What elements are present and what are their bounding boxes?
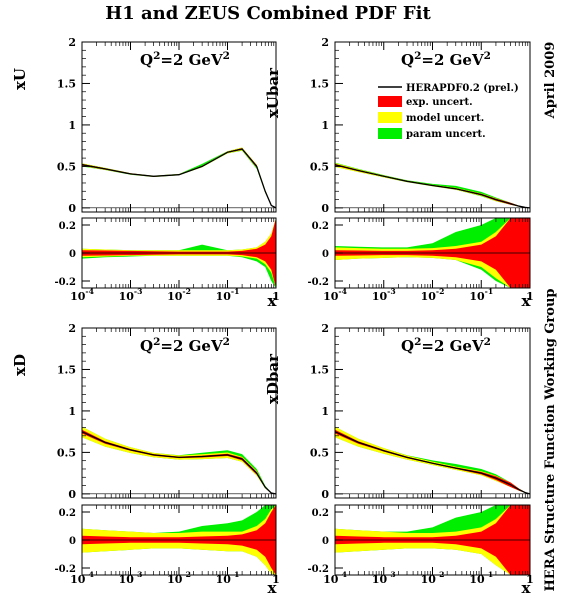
ratio-plot-area: [82, 505, 276, 575]
q2-annotation: Q2​=2 GeV2​: [401, 50, 491, 69]
ratio-plot-area: [335, 505, 530, 575]
panel-xD: 00.511.520.20-0.210-4​10-3​10-2​10-1​1xx…: [11, 322, 280, 597]
y-tick-label: 1: [68, 119, 76, 132]
x-tick-label: 10-1​: [216, 287, 240, 303]
y-tick-label: 1: [321, 405, 329, 418]
ratio-y-tick-label: 0.2: [59, 508, 76, 519]
legend-param-label: param uncert.: [406, 129, 486, 140]
ratio-y-tick-label: -0.2: [307, 564, 329, 575]
q2-annotation: Q2​=2 GeV2​: [140, 336, 230, 355]
y-tick-label: 0: [68, 202, 76, 215]
main-plot-area: [82, 147, 276, 209]
x-axis-label: x: [268, 579, 278, 597]
x-tick-label: 1: [526, 290, 534, 303]
legend-model-label: model uncert.: [406, 113, 484, 124]
side-group-label: HERA Structure Function Working Group: [543, 289, 558, 592]
y-tick-label: 2: [321, 36, 329, 49]
main-central-line: [82, 431, 276, 495]
x-tick-label: 10-3​: [372, 287, 396, 303]
y-tick-label: 1.5: [310, 363, 329, 376]
legend-param-swatch: [378, 128, 402, 139]
x-tick-label: 10-2​: [167, 287, 191, 303]
ratio-y-tick-label: 0: [322, 249, 329, 260]
x-axis-label: x: [522, 579, 532, 597]
x-tick-label: 10-3​: [119, 570, 143, 586]
x-tick-label: 1: [272, 290, 280, 303]
y-axis-label: xD: [11, 354, 29, 376]
legend-exp-label: exp. uncert.: [406, 97, 473, 108]
x-tick-label: 10-2​: [167, 570, 191, 586]
x-tick-label: 10-2​: [421, 570, 445, 586]
y-tick-label: 0.5: [310, 160, 329, 173]
ratio-y-tick-label: 0.2: [312, 508, 329, 519]
panel-xUbar: 00.511.520.20-0.210-4​10-3​10-2​10-1​1xx…: [264, 36, 534, 310]
ratio-y-tick-label: 0: [69, 536, 76, 547]
main-plot-area: [335, 426, 530, 495]
ratio-y-tick-label: 0.2: [59, 221, 76, 232]
x-axis-label: x: [522, 292, 532, 310]
x-tick-label: 10-4​: [70, 570, 95, 586]
y-tick-label: 0.5: [57, 446, 76, 459]
legend-central-label: HERAPDF0.2 (prel.): [406, 83, 519, 94]
ratio-y-tick-label: 0: [69, 249, 76, 260]
main-plot-area: [335, 162, 530, 209]
legend-model-swatch: [378, 112, 402, 123]
x-tick-label: 10-3​: [119, 287, 143, 303]
panels-layer: 00.511.520.20-0.210-4​10-3​10-2​10-1​1xx…: [11, 36, 534, 597]
main-model-band: [82, 426, 276, 494]
main-param-band: [82, 426, 276, 494]
main-param-band: [82, 147, 276, 208]
main-model-band: [335, 426, 530, 494]
y-tick-label: 2: [321, 322, 329, 335]
x-tick-label: 10-1​: [216, 570, 240, 586]
x-tick-label: 10-4​: [323, 570, 348, 586]
ratio-y-tick-label: 0.2: [312, 221, 329, 232]
y-tick-label: 1.5: [57, 363, 76, 376]
y-tick-label: 1.5: [310, 77, 329, 90]
x-tick-label: 10-1​: [469, 570, 493, 586]
x-tick-label: 10-4​: [323, 287, 348, 303]
ratio-y-tick-label: -0.2: [307, 277, 329, 288]
x-tick-label: 10-2​: [421, 287, 445, 303]
legend-exp-swatch: [378, 96, 402, 107]
x-axis-label: x: [268, 292, 278, 310]
ratio-y-tick-label: -0.2: [54, 277, 76, 288]
y-tick-label: 0: [321, 488, 329, 501]
figure-title: H1 and ZEUS Combined PDF Fit: [105, 3, 431, 24]
main-param-band: [335, 426, 530, 494]
x-tick-label: 10-4​: [70, 287, 95, 303]
y-tick-label: 1.5: [57, 77, 76, 90]
main-central-line: [335, 431, 530, 495]
y-tick-label: 0.5: [310, 446, 329, 459]
x-tick-label: 1: [526, 573, 534, 586]
x-tick-label: 1: [272, 573, 280, 586]
panel-xDbar: 00.511.520.20-0.210-4​10-3​10-2​10-1​1xx…: [264, 322, 534, 597]
main-plot-area: [82, 426, 276, 495]
y-tick-label: 1: [321, 119, 329, 132]
main-central-line: [82, 148, 276, 209]
ratio-plot-area: [335, 218, 530, 288]
y-tick-label: 0.5: [57, 160, 76, 173]
y-tick-label: 0: [68, 488, 76, 501]
legend: HERAPDF0.2 (prel.) exp. uncert. model un…: [378, 83, 519, 140]
x-tick-label: 10-3​: [372, 570, 396, 586]
side-date-label: April 2009: [543, 42, 558, 120]
ratio-plot-area: [82, 218, 276, 288]
main-exp-band: [82, 148, 276, 208]
y-tick-label: 2: [68, 322, 76, 335]
y-axis-label: xUbar: [264, 67, 282, 118]
q2-annotation: Q2​=2 GeV2​: [401, 336, 491, 355]
y-tick-label: 0: [321, 202, 329, 215]
x-tick-label: 10-1​: [469, 287, 493, 303]
y-tick-label: 1: [68, 405, 76, 418]
q2-annotation: Q2​=2 GeV2​: [140, 50, 230, 69]
main-central-line: [335, 164, 530, 209]
y-tick-label: 2: [68, 36, 76, 49]
panel-xU: 00.511.520.20-0.210-4​10-3​10-2​10-1​1xx…: [11, 36, 280, 310]
y-axis-label: xU: [11, 68, 29, 90]
y-axis-label: xDbar: [264, 353, 282, 404]
ratio-y-tick-label: 0: [322, 536, 329, 547]
ratio-y-tick-label: -0.2: [54, 564, 76, 575]
